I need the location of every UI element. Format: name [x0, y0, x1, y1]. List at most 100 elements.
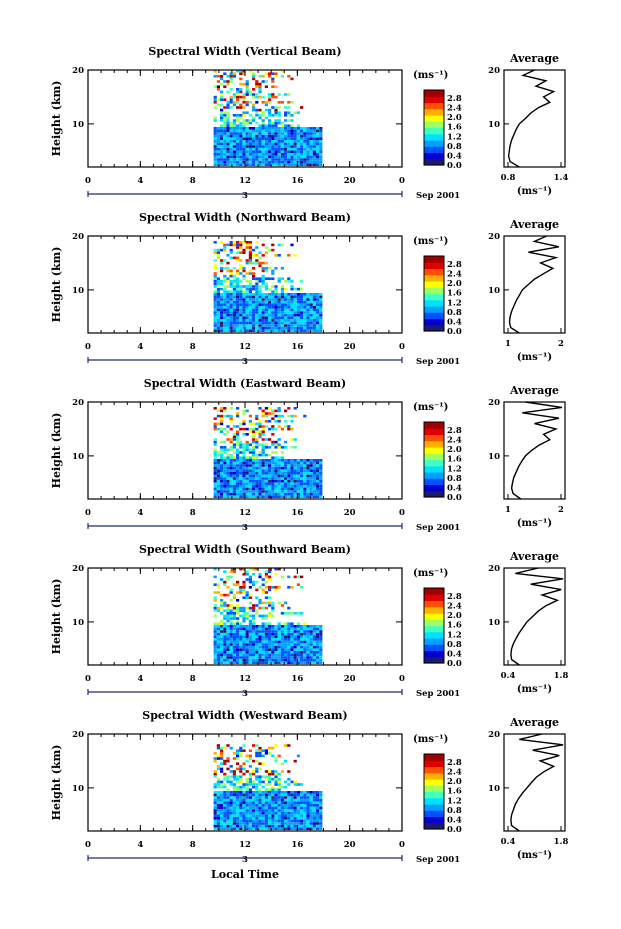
heatmap-cell: [255, 319, 259, 322]
x-tick-label: 4: [137, 176, 143, 186]
heatmap-cell: [239, 241, 243, 244]
heatmap-cell: [271, 609, 275, 612]
colorbar-swatch: [424, 822, 444, 830]
heatmap-cell: [271, 477, 275, 480]
heatmap-cell: [229, 485, 233, 488]
heatmap-cell: [306, 329, 310, 332]
heatmap-cell: [236, 119, 240, 122]
heatmap-cell: [236, 604, 240, 607]
heatmap-cell: [309, 137, 313, 140]
heatmap-cell: [213, 308, 217, 312]
heatmap-cell: [280, 456, 284, 459]
heatmap-cell: [287, 326, 291, 330]
panel-title: Spectral Width (Westward Beam): [142, 709, 347, 722]
heatmap-cell: [226, 472, 230, 475]
heatmap-cell: [220, 783, 224, 786]
heatmap-cell: [229, 145, 233, 148]
heatmap-cell: [229, 155, 233, 159]
heatmap-cell: [280, 121, 284, 125]
heatmap-cell: [277, 793, 281, 797]
heatmap-cell: [271, 606, 275, 610]
heatmap-cell: [258, 643, 262, 646]
heatmap-cell: [319, 158, 323, 161]
heatmap-cell: [309, 487, 313, 491]
heatmap-cell: [220, 95, 224, 99]
heatmap-cell: [268, 604, 272, 607]
heatmap-cell: [255, 440, 259, 444]
heatmap-cell: [287, 643, 291, 646]
heatmap-cell: [300, 635, 304, 638]
heatmap-cell: [232, 482, 236, 485]
heatmap-cell: [255, 643, 259, 646]
heatmap-cell: [213, 469, 217, 472]
heatmap-cell: [236, 599, 240, 602]
heatmap-cell: [261, 801, 265, 804]
heatmap-cell: [312, 645, 316, 649]
heatmap-cell: [213, 775, 217, 778]
heatmap-cell: [287, 163, 291, 166]
heatmap-cell: [264, 806, 268, 810]
heatmap-cell: [213, 479, 217, 483]
heatmap-cell: [258, 762, 262, 765]
colorbar-swatch: [424, 804, 444, 811]
heatmap-cell: [290, 469, 294, 472]
heatmap-cell: [290, 137, 294, 140]
heatmap-cell: [258, 749, 262, 752]
heatmap-cell: [271, 661, 275, 664]
heatmap-cell: [300, 651, 304, 654]
heatmap-cell: [236, 461, 240, 465]
heatmap-cell: [232, 798, 236, 802]
heatmap-cell: [296, 311, 300, 314]
heatmap-cell: [255, 775, 259, 778]
heatmap-cell: [268, 575, 272, 579]
heatmap-cell: [303, 477, 307, 480]
heatmap-cell: [226, 461, 230, 465]
heatmap-cell: [306, 459, 310, 462]
heatmap-cell: [258, 407, 262, 410]
heatmap-cell: [226, 801, 230, 804]
heatmap-cell: [223, 155, 227, 159]
heatmap-cell: [226, 280, 230, 283]
heatmap-cell: [290, 461, 294, 465]
heatmap-cell: [248, 806, 252, 810]
heatmap-cell: [220, 158, 224, 161]
heatmap-cell: [252, 630, 256, 633]
heatmap-cell: [290, 319, 294, 322]
heatmap-cell: [309, 658, 313, 662]
heatmap-cell: [290, 485, 294, 488]
heatmap-cell: [220, 75, 224, 78]
heatmap-cell: [306, 303, 310, 306]
heatmap-cell: [248, 614, 252, 618]
heatmap-cell: [277, 106, 281, 109]
heatmap-cell: [255, 150, 259, 153]
heatmap-cell: [223, 804, 227, 807]
heatmap-cell: [220, 248, 224, 252]
heatmap-cell: [242, 609, 246, 612]
heatmap-cell: [232, 461, 236, 465]
heatmap-cell: [293, 414, 297, 418]
colorbar-swatch: [424, 90, 444, 97]
heatmap-cell: [293, 759, 297, 763]
heatmap-cell: [239, 158, 243, 161]
heatmap-cell: [248, 163, 252, 166]
heatmap-cell: [284, 287, 288, 291]
heatmap-cell: [226, 578, 230, 581]
heatmap-cell: [236, 474, 240, 478]
heatmap-cell: [245, 440, 249, 444]
heatmap-cell: [287, 791, 291, 794]
heatmap-cell: [226, 827, 230, 830]
heatmap-cell: [261, 121, 265, 125]
heatmap-cell: [284, 796, 288, 799]
heatmap-cell: [300, 106, 304, 109]
heatmap-cell: [239, 295, 243, 299]
heatmap-cell: [248, 316, 252, 319]
heatmap-cell: [319, 145, 323, 148]
heatmap-cell: [226, 612, 230, 615]
heatmap-cell: [220, 241, 224, 244]
heatmap-cell: [245, 85, 249, 88]
heatmap-cell: [309, 492, 313, 496]
heatmap-cell: [232, 570, 236, 573]
heatmap-cell: [277, 300, 281, 304]
heatmap-cell: [271, 648, 275, 651]
heatmap-cell: [239, 622, 243, 625]
